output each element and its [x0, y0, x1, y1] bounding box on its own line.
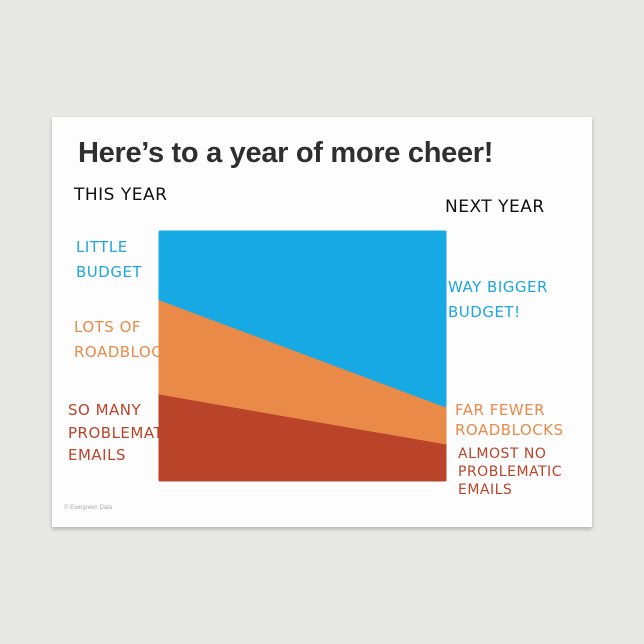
label-line: BUDGET!: [448, 302, 521, 321]
left-label-roadblocks: LOTS OF ROADBLOCKS: [74, 315, 183, 365]
label-line: PROBLEMATIC: [458, 464, 562, 481]
label-line: LOTS OF: [74, 318, 142, 336]
label-line: ROADBLOCKS: [74, 342, 183, 361]
postcard: Here’s to a year of more cheer! THIS YEA…: [52, 117, 592, 527]
label-line: FAR FEWER: [455, 401, 546, 419]
left-label-budget: LITTLE BUDGET: [76, 235, 142, 285]
copyright: © Evergreen Data: [64, 505, 113, 511]
label-line: BUDGET: [76, 262, 143, 281]
next-year-label: NEXT YEAR: [445, 197, 545, 217]
label-line: ALMOST NO: [458, 446, 547, 462]
label-line: WAY BIGGER: [448, 278, 548, 296]
area-budget: [158, 230, 447, 408]
label-line: EMAILS: [68, 446, 126, 464]
left-label-emails: SO MANY PROBLEMATIC EMAILS: [68, 399, 179, 467]
this-year-label: THIS YEAR: [74, 185, 168, 205]
label-line: LITTLE: [76, 238, 128, 256]
page-title: Here’s to a year of more cheer!: [78, 137, 494, 169]
right-label-roadblocks: FAR FEWER ROADBLOCKS: [455, 401, 564, 440]
right-label-budget: WAY BIGGER BUDGET!: [448, 275, 548, 325]
label-line: SO MANY: [68, 401, 142, 419]
label-line: ROADBLOCKS: [455, 420, 564, 439]
label-line: EMAILS: [458, 482, 513, 499]
label-line: PROBLEMATIC: [68, 423, 179, 442]
stacked-area-chart: [158, 230, 447, 482]
right-label-emails: ALMOST NO PROBLEMATIC EMAILS: [458, 445, 562, 500]
